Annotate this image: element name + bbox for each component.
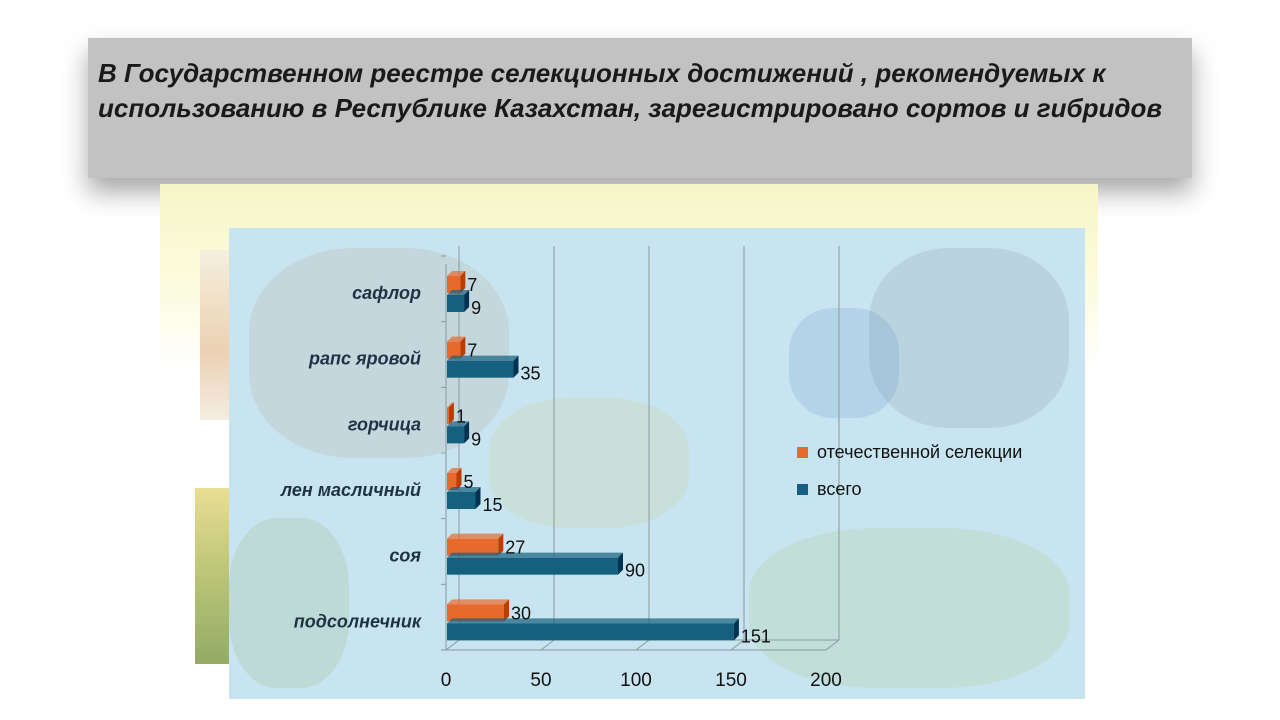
category-label-4: соя	[389, 546, 421, 566]
value-label-domestic-1: 7	[467, 341, 477, 361]
value-label-total-4: 90	[625, 561, 645, 581]
value-label-domestic-3: 5	[464, 472, 474, 492]
value-label-total-3: 15	[483, 495, 503, 515]
legend-label-domestic: отечественной селекции	[817, 442, 1023, 462]
bars	[447, 271, 739, 641]
x-tick-label-1: 50	[530, 670, 551, 691]
category-label-5: подсолнечник	[294, 611, 422, 631]
decor-sunflower-photo	[489, 398, 689, 528]
x-tick-label-4: 200	[810, 670, 842, 691]
bar-total-2	[447, 421, 470, 444]
axes	[441, 246, 839, 651]
decor-flax-seeds-photo	[869, 248, 1069, 428]
value-label-total-1: 35	[521, 364, 541, 384]
chart-panel: 0 50 100 150 200 7 9 сафлор 7 35 рапс яровой 1 9 горч…	[229, 228, 1085, 699]
bar-domestic-2	[447, 402, 454, 425]
bar-total-3	[447, 487, 481, 509]
decor-greens-photo	[229, 518, 349, 688]
floor-line-3	[730, 639, 745, 651]
grid-lines	[445, 246, 840, 651]
legend-swatch-total	[797, 484, 808, 495]
value-label-domestic-5: 30	[511, 603, 531, 623]
bar-domestic-0	[447, 271, 466, 293]
floor-line-0	[445, 639, 460, 651]
value-label-total-2: 9	[471, 429, 481, 449]
floor-line-4	[825, 639, 840, 651]
bar-total-5	[447, 618, 739, 641]
decor-flax-flower-photo	[789, 308, 899, 418]
bar-domestic-5	[447, 599, 509, 622]
background-photo-top	[200, 250, 232, 420]
floor-line-1	[540, 639, 555, 651]
value-label-domestic-0: 7	[467, 275, 477, 295]
background-photo-bottom	[195, 488, 235, 664]
x-tick-label-0: 0	[441, 670, 452, 691]
x-tick-label-3: 150	[715, 670, 747, 691]
category-label-3: лен масличный	[280, 480, 421, 500]
category-label-2: горчица	[348, 414, 421, 434]
bar-total-1	[447, 355, 519, 378]
value-label-total-5: 151	[741, 626, 771, 646]
legend-label-total: всего	[817, 479, 862, 499]
bar-domestic-4	[447, 533, 504, 556]
value-label-domestic-4: 27	[505, 538, 525, 558]
legend-item-domestic: отечественной селекции	[797, 434, 1022, 471]
category-label-0: сафлор	[352, 283, 421, 303]
bar-domestic-3	[447, 468, 462, 490]
bar-total-4	[447, 552, 623, 575]
legend-swatch-domestic	[797, 447, 808, 458]
title-box: В Государственном реестре селекционных д…	[88, 38, 1192, 178]
legend: отечественной селекции всего	[797, 434, 1022, 508]
bar-total-0	[447, 290, 470, 312]
floor-line-2	[635, 639, 650, 651]
value-label-domestic-2: 1	[456, 406, 466, 426]
slide-title: В Государственном реестре селекционных д…	[98, 58, 1163, 123]
x-tick-label-2: 100	[620, 670, 652, 691]
value-label-total-0: 9	[471, 298, 481, 318]
bar-domestic-1	[447, 336, 466, 359]
decor-mustard-photo	[749, 528, 1069, 688]
legend-item-total: всего	[797, 471, 1022, 508]
category-label-1: рапс яровой	[308, 349, 421, 369]
